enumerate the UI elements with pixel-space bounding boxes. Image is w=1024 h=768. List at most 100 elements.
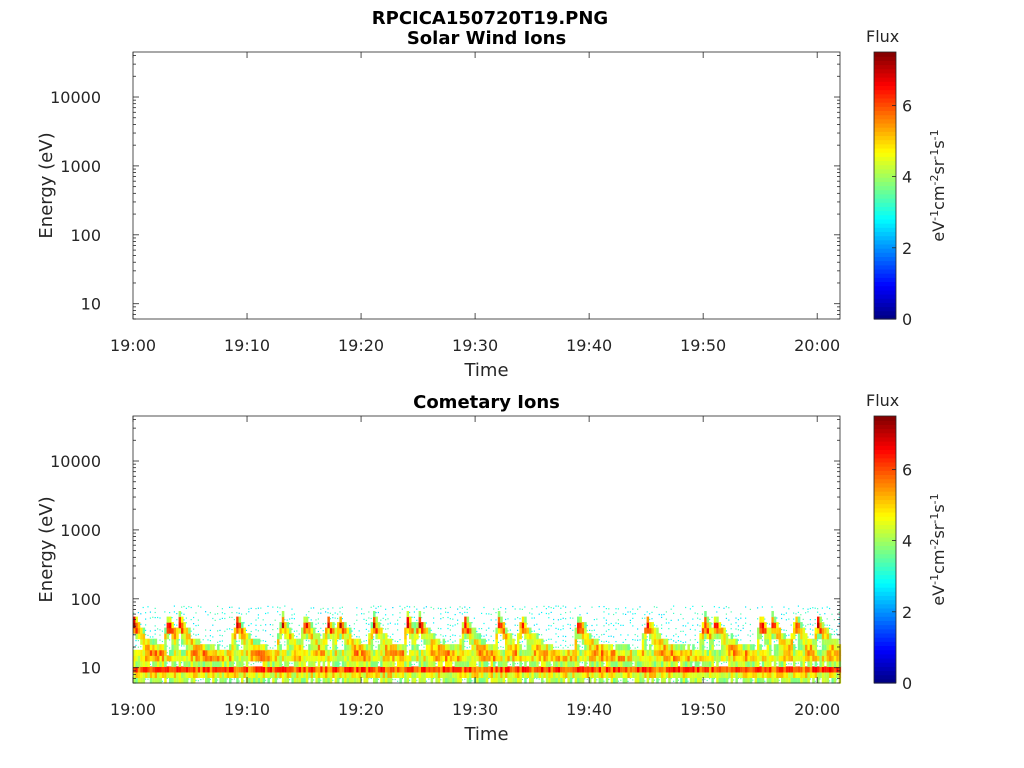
flux-cell bbox=[553, 646, 555, 649]
flux-cell bbox=[565, 655, 568, 662]
flux-cell bbox=[377, 662, 379, 664]
flux-cell bbox=[629, 649, 633, 656]
flux-cell bbox=[159, 617, 161, 619]
flux-cell bbox=[382, 633, 386, 640]
flux-cell bbox=[181, 655, 184, 662]
flux-cell bbox=[157, 671, 160, 678]
flux-cell bbox=[231, 629, 233, 631]
flux-cell bbox=[665, 644, 669, 651]
flux-cell bbox=[373, 605, 375, 607]
flux-cell bbox=[166, 622, 170, 629]
flux-cell bbox=[711, 649, 714, 656]
flux-cell bbox=[584, 638, 587, 645]
flux-cell bbox=[610, 677, 614, 684]
flux-cell bbox=[644, 627, 647, 634]
flux-cell bbox=[581, 649, 585, 656]
flux-cell bbox=[385, 666, 388, 673]
flux-cell bbox=[728, 607, 730, 609]
flux-cell bbox=[807, 671, 810, 678]
flux-cell bbox=[617, 649, 621, 656]
flux-cell bbox=[699, 666, 702, 673]
flux-cell bbox=[193, 633, 195, 635]
flux-cell bbox=[274, 677, 278, 684]
flux-cell bbox=[291, 622, 293, 624]
flux-cell bbox=[519, 655, 522, 662]
flux-cell bbox=[567, 671, 570, 678]
flux-cell bbox=[209, 644, 213, 651]
flux-cell bbox=[140, 623, 142, 625]
flux-cell bbox=[795, 622, 798, 629]
flux-cell bbox=[368, 638, 371, 645]
colorbar-segment bbox=[874, 302, 896, 308]
flux-cell bbox=[317, 644, 321, 651]
flux-cell bbox=[800, 666, 803, 673]
flux-cell bbox=[632, 679, 634, 681]
flux-cell bbox=[543, 660, 546, 667]
flux-cell bbox=[639, 671, 642, 678]
flux-cell bbox=[817, 639, 819, 641]
flux-cell bbox=[555, 660, 558, 667]
flux-cell bbox=[442, 661, 444, 663]
flux-cell bbox=[291, 649, 294, 656]
flux-cell bbox=[185, 649, 189, 656]
flux-cell bbox=[488, 671, 491, 678]
flux-cell bbox=[197, 624, 199, 626]
flux-cell bbox=[490, 649, 494, 656]
flux-cell bbox=[817, 663, 819, 665]
flux-cell bbox=[574, 671, 578, 678]
flux-cell bbox=[802, 671, 806, 678]
flux-cell bbox=[497, 671, 501, 678]
flux-cell bbox=[543, 644, 546, 651]
flux-cell bbox=[689, 655, 693, 662]
flux-cell bbox=[380, 649, 383, 656]
flux-cell bbox=[809, 655, 813, 662]
flux-cell bbox=[555, 627, 557, 629]
flux-cell bbox=[178, 611, 182, 618]
flux-cell bbox=[812, 607, 814, 609]
flux-cell bbox=[327, 612, 329, 614]
flux-cell bbox=[459, 660, 462, 667]
flux-cell bbox=[519, 633, 522, 640]
flux-cell bbox=[812, 677, 815, 684]
flux-cell bbox=[735, 649, 738, 656]
flux-cell bbox=[776, 671, 779, 678]
flux-cell bbox=[608, 629, 610, 631]
flux-cell bbox=[632, 649, 635, 656]
flux-cell bbox=[773, 660, 777, 667]
flux-cell bbox=[224, 613, 226, 615]
flux-cell bbox=[325, 622, 327, 625]
flux-cell bbox=[248, 633, 251, 640]
flux-cell bbox=[598, 606, 600, 608]
flux-cell bbox=[485, 640, 487, 642]
flux-cell bbox=[613, 624, 615, 627]
flux-cell bbox=[668, 655, 671, 662]
flux-cell bbox=[229, 649, 232, 656]
flux-cell bbox=[509, 629, 511, 631]
flux-cell bbox=[173, 611, 175, 613]
flux-cell bbox=[445, 607, 447, 609]
flux-cell bbox=[495, 638, 498, 645]
flux-cell bbox=[538, 655, 542, 662]
flux-cell bbox=[670, 638, 672, 640]
spectrogram-data bbox=[133, 605, 842, 684]
flux-cell bbox=[773, 671, 777, 678]
flux-cell bbox=[718, 649, 722, 656]
flux-cell bbox=[512, 649, 515, 656]
flux-cell bbox=[142, 655, 146, 662]
flux-cell bbox=[514, 649, 518, 656]
flux-cell bbox=[836, 633, 838, 635]
flux-cell bbox=[817, 616, 820, 623]
flux-cell bbox=[207, 677, 210, 684]
flux-cell bbox=[620, 655, 623, 662]
flux-cell bbox=[188, 633, 191, 640]
flux-cell bbox=[238, 607, 240, 609]
flux-cell bbox=[781, 633, 784, 640]
flux-cell bbox=[152, 649, 155, 656]
flux-cell bbox=[459, 635, 461, 637]
flux-cell bbox=[435, 634, 437, 636]
flux-cell bbox=[411, 638, 414, 645]
flux-cell bbox=[783, 655, 786, 662]
flux-cell bbox=[526, 627, 530, 634]
flux-cell bbox=[605, 660, 609, 667]
flux-cell bbox=[322, 655, 326, 662]
